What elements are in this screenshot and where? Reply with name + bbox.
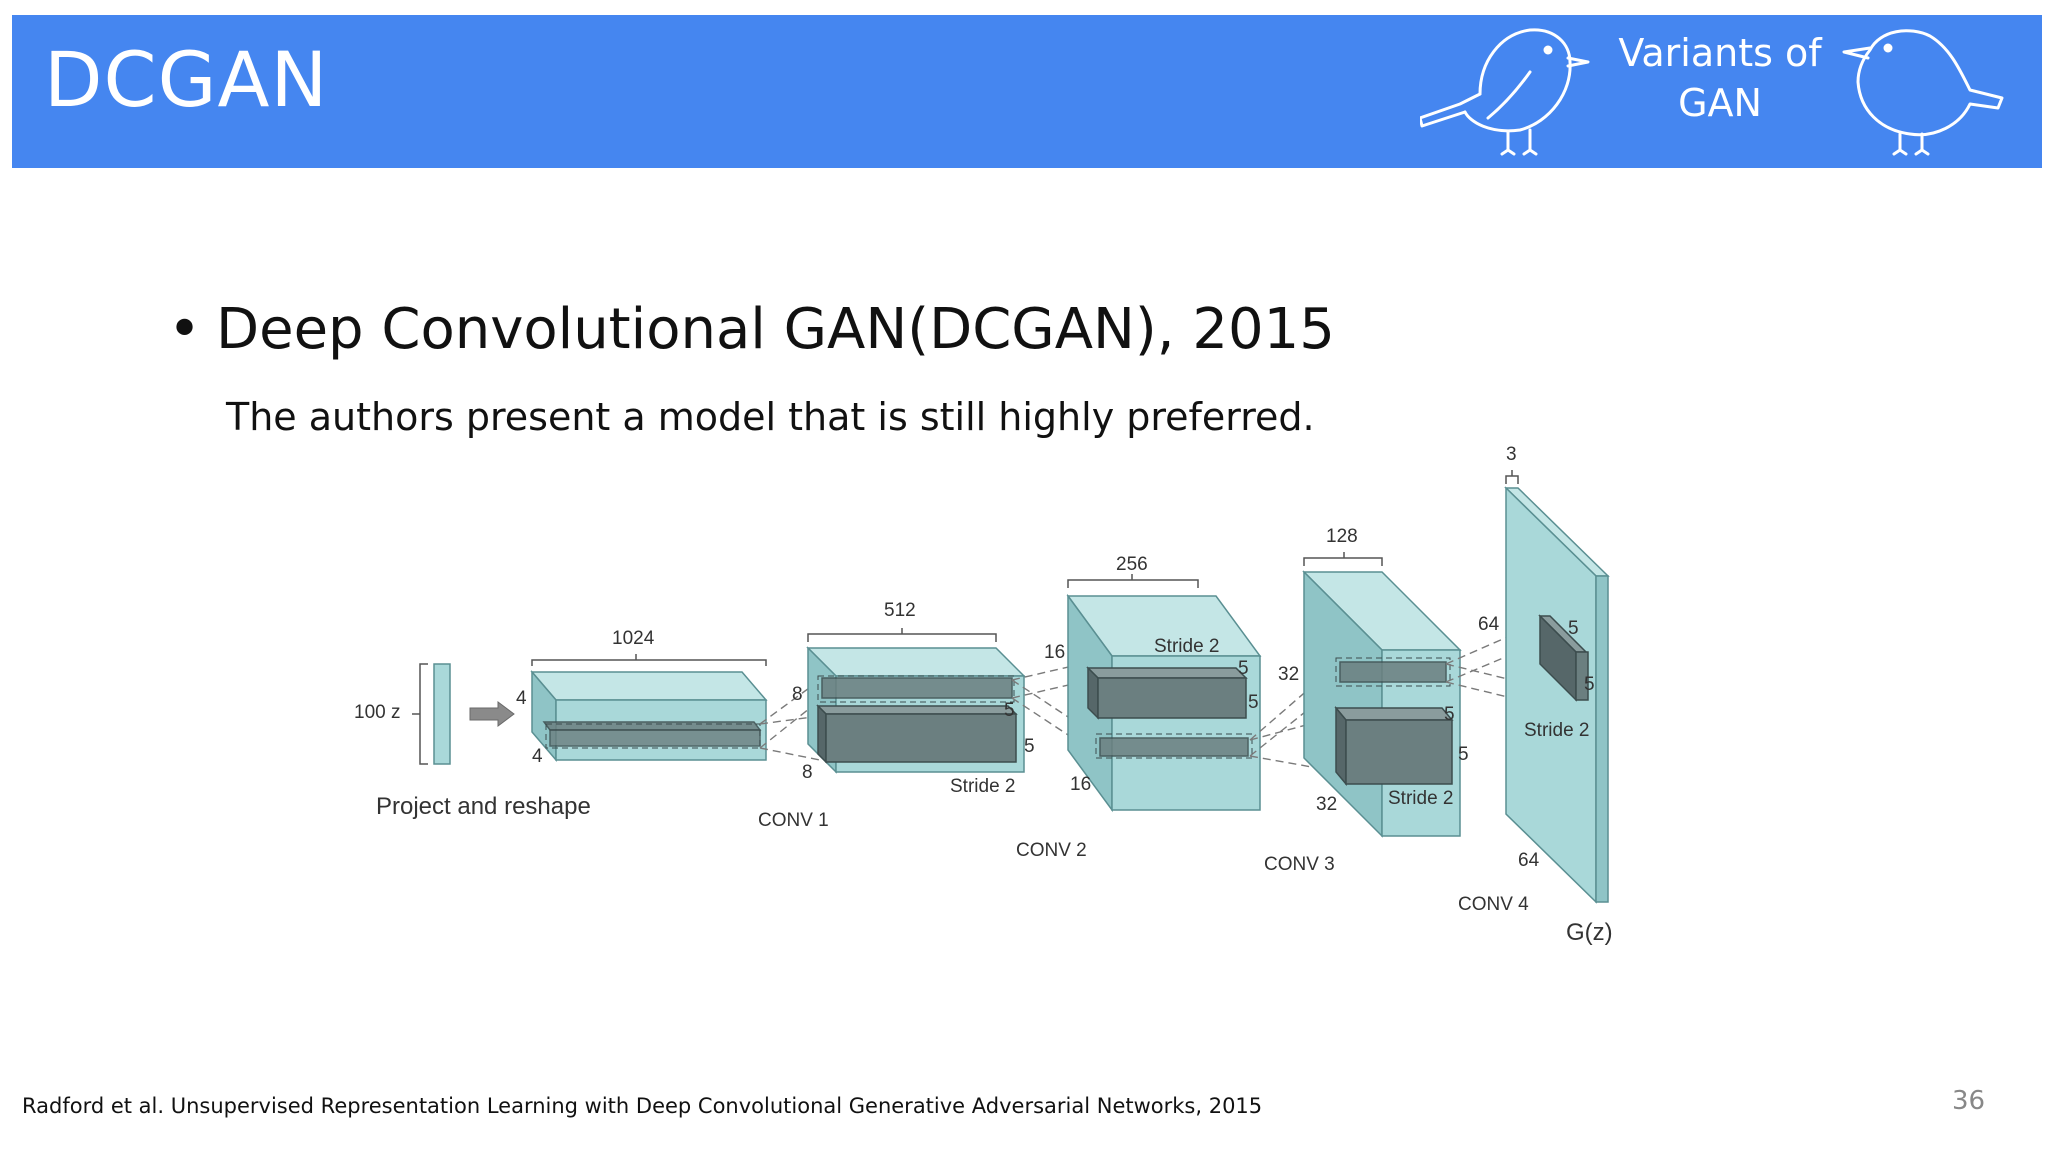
conv2-stride: Stride 2 (1154, 636, 1219, 657)
z-vector (433, 663, 451, 765)
output-label: G(z) (1566, 919, 1613, 946)
conv4-bracket (1505, 470, 1519, 484)
project-label: Project and reshape (376, 793, 591, 820)
conv4-label: CONV 4 (1458, 894, 1529, 915)
conv4-stride: Stride 2 (1524, 720, 1589, 741)
conv1-width: 512 (884, 600, 916, 621)
conv2-width: 256 (1116, 554, 1148, 575)
slide-title: DCGAN (44, 35, 329, 124)
citation-footer: Radford et al. Unsupervised Representati… (22, 1094, 1263, 1118)
input-label: 100 z (354, 702, 400, 723)
project-width: 1024 (612, 628, 655, 649)
project-bracket (531, 654, 767, 666)
conv3-k2: 5 (1458, 744, 1469, 765)
conv1-bracket (807, 628, 997, 642)
conv3-stride: Stride 2 (1388, 788, 1453, 809)
conv2-k1: 5 (1238, 658, 1249, 679)
z-bracket (419, 663, 428, 765)
conv3-label: CONV 3 (1264, 854, 1335, 875)
conv4-k2: 5 (1584, 674, 1595, 695)
conv2-k2: 5 (1248, 692, 1259, 713)
section-label-line2: GAN (1678, 81, 1762, 125)
bird-right-icon (1842, 29, 2004, 156)
conv2-bracket (1067, 574, 1199, 588)
project-block (530, 669, 768, 763)
section-label-line1: Variants of (1618, 31, 1822, 75)
conv1-h2: 8 (802, 762, 813, 783)
conv1-k2: 5 (1024, 736, 1035, 757)
conv3-block (1302, 570, 1462, 838)
conv2-h1: 16 (1044, 642, 1065, 663)
conv4-h1: 64 (1478, 614, 1500, 635)
conv2-label: CONV 2 (1016, 840, 1087, 861)
subtitle-text: The authors present a model that is stil… (226, 395, 1315, 439)
conv1-label: CONV 1 (758, 810, 829, 831)
conv4-width: 3 (1506, 444, 1517, 465)
conv2-h2: 16 (1070, 774, 1091, 795)
connector-lines-1 (759, 679, 821, 761)
conv4-h2: 64 (1518, 850, 1540, 871)
section-label: Variants of GAN (1604, 28, 1836, 128)
conv1-k1: 5 (1004, 700, 1015, 721)
project-h2: 4 (532, 746, 543, 767)
conv2-block (1066, 593, 1262, 813)
conv4-block (1504, 486, 1610, 904)
project-h1: 4 (516, 688, 527, 709)
bullet-text: Deep Convolutional GAN(DCGAN), 2015 (216, 297, 1335, 362)
conv4-k1: 5 (1568, 618, 1579, 639)
bird-left-icon (1420, 28, 1590, 156)
conv1-h1: 8 (792, 684, 803, 705)
conv3-width: 128 (1326, 526, 1358, 547)
conv1-stride: Stride 2 (950, 776, 1015, 797)
conv3-bracket (1303, 552, 1383, 566)
conv3-h2: 32 (1316, 794, 1337, 815)
conv3-k1: 5 (1444, 704, 1455, 725)
bullet-item: • Deep Convolutional GAN(DCGAN), 2015 (168, 302, 1335, 358)
page-number: 36 (1952, 1086, 1986, 1116)
slide-header (12, 15, 2042, 168)
arrow-icon (469, 701, 515, 727)
conv1-block (806, 646, 1026, 774)
conv3-h1: 32 (1278, 664, 1299, 685)
bullet-dot: • (168, 297, 202, 362)
